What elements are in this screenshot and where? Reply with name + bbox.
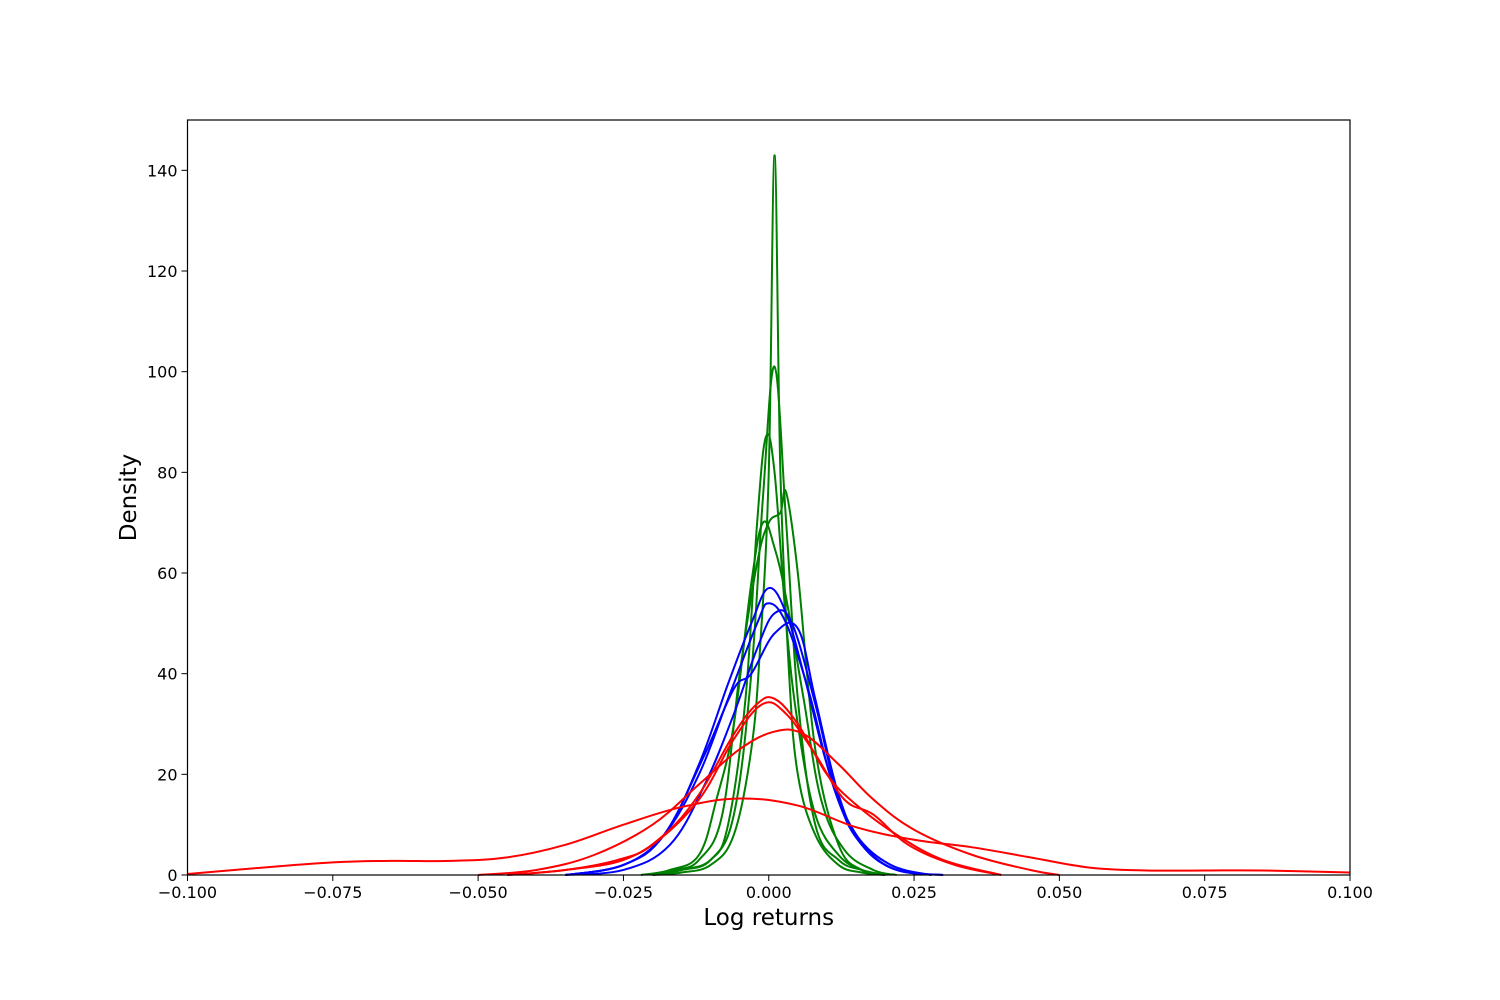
y-axis-label: Density [116, 454, 142, 541]
x-tick-label: 0.100 [1327, 883, 1373, 902]
density-curve-1 [652, 154, 886, 876]
y-tick-label: 0 [167, 866, 177, 885]
series-layer [187, 154, 1351, 876]
y-tick-label: 140 [147, 161, 178, 180]
x-tick-label: −0.025 [594, 883, 653, 902]
y-tick-label: 100 [147, 363, 178, 382]
x-tick-label: −0.050 [449, 883, 508, 902]
x-tick-label: 0.000 [746, 883, 792, 902]
y-tick-label: 60 [157, 564, 177, 583]
y-tick-label: 20 [157, 765, 177, 784]
y-tick-label: 40 [157, 665, 177, 684]
y-tick-label: 120 [147, 262, 178, 281]
density-curve-3 [652, 433, 886, 876]
x-tick-label: 0.025 [891, 883, 937, 902]
x-axis-ticks: −0.100 −0.075 −0.050 −0.025 0.000 0.025 0.050 0… [158, 875, 1373, 902]
x-tick-label: −0.075 [303, 883, 362, 902]
x-tick-label: 0.075 [1182, 883, 1228, 902]
x-axis-label: Log returns [703, 905, 834, 931]
density-curve-11 [507, 701, 1002, 876]
x-tick-label: 0.050 [1036, 883, 1082, 902]
density-curve-9 [565, 609, 944, 876]
x-tick-label: −0.100 [158, 883, 217, 902]
density-curve-4 [652, 488, 886, 876]
y-tick-label: 80 [157, 463, 177, 482]
density-curve-5 [640, 520, 897, 876]
y-axis-ticks: 0 20 40 60 80 100 120 140 [147, 161, 188, 885]
density-curve-13 [187, 797, 1351, 875]
density-curve-12 [478, 728, 1060, 876]
